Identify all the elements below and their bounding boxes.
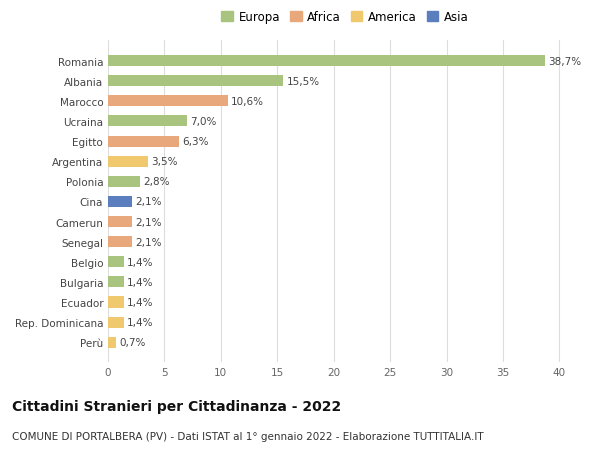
Text: 0,7%: 0,7% bbox=[119, 337, 146, 347]
Bar bbox=[108, 76, 283, 87]
Bar bbox=[108, 156, 148, 168]
Bar bbox=[108, 96, 227, 107]
Text: 1,4%: 1,4% bbox=[127, 297, 154, 308]
Text: COMUNE DI PORTALBERA (PV) - Dati ISTAT al 1° gennaio 2022 - Elaborazione TUTTITA: COMUNE DI PORTALBERA (PV) - Dati ISTAT a… bbox=[12, 431, 484, 442]
Text: 15,5%: 15,5% bbox=[286, 77, 319, 86]
Text: 38,7%: 38,7% bbox=[548, 56, 581, 67]
Text: 2,1%: 2,1% bbox=[135, 237, 161, 247]
Legend: Europa, Africa, America, Asia: Europa, Africa, America, Asia bbox=[218, 9, 472, 26]
Text: 2,1%: 2,1% bbox=[135, 217, 161, 227]
Text: 2,1%: 2,1% bbox=[135, 197, 161, 207]
Text: Cittadini Stranieri per Cittadinanza - 2022: Cittadini Stranieri per Cittadinanza - 2… bbox=[12, 399, 341, 413]
Text: 2,8%: 2,8% bbox=[143, 177, 169, 187]
Bar bbox=[108, 217, 132, 228]
Text: 3,5%: 3,5% bbox=[151, 157, 178, 167]
Text: 1,4%: 1,4% bbox=[127, 318, 154, 327]
Text: 1,4%: 1,4% bbox=[127, 277, 154, 287]
Bar bbox=[108, 297, 124, 308]
Text: 7,0%: 7,0% bbox=[190, 117, 217, 127]
Bar bbox=[108, 196, 132, 207]
Bar bbox=[108, 337, 116, 348]
Bar bbox=[108, 116, 187, 127]
Bar bbox=[108, 236, 132, 248]
Bar bbox=[108, 136, 179, 147]
Text: 1,4%: 1,4% bbox=[127, 257, 154, 267]
Bar bbox=[108, 56, 545, 67]
Bar bbox=[108, 277, 124, 288]
Bar bbox=[108, 257, 124, 268]
Text: 6,3%: 6,3% bbox=[182, 137, 209, 147]
Bar bbox=[108, 176, 140, 187]
Text: 10,6%: 10,6% bbox=[231, 96, 264, 106]
Bar bbox=[108, 317, 124, 328]
